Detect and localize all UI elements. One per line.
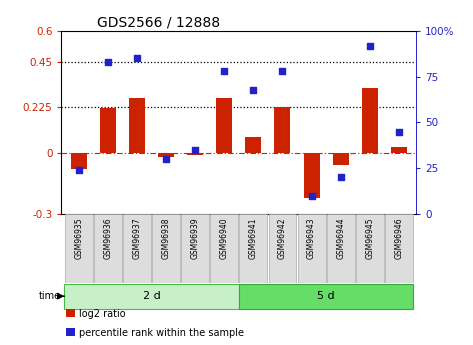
Text: 5 d: 5 d xyxy=(317,291,335,301)
Bar xyxy=(239,284,413,309)
Bar xyxy=(362,88,378,153)
Bar xyxy=(64,284,239,309)
Text: GSM96945: GSM96945 xyxy=(365,217,374,259)
Point xyxy=(162,156,170,162)
Text: GSM96937: GSM96937 xyxy=(132,217,141,259)
Bar xyxy=(356,214,384,283)
Bar xyxy=(216,98,232,153)
Bar xyxy=(269,214,297,283)
Bar xyxy=(129,98,145,153)
Text: GSM96941: GSM96941 xyxy=(249,217,258,259)
Text: time: time xyxy=(39,291,61,301)
Point xyxy=(250,87,257,92)
Bar xyxy=(123,214,151,283)
Text: GDS2566 / 12888: GDS2566 / 12888 xyxy=(97,16,220,30)
Text: GSM96935: GSM96935 xyxy=(74,217,83,259)
Bar xyxy=(181,214,209,283)
Bar xyxy=(298,214,325,283)
Bar xyxy=(158,153,174,157)
Bar xyxy=(94,214,122,283)
Bar xyxy=(71,153,87,169)
Bar xyxy=(333,153,349,165)
Bar xyxy=(187,153,203,155)
Text: GSM96942: GSM96942 xyxy=(278,217,287,259)
Bar xyxy=(152,214,180,283)
Bar xyxy=(65,214,93,283)
Text: GSM96946: GSM96946 xyxy=(394,217,403,259)
Bar xyxy=(274,107,290,153)
Point xyxy=(133,56,141,61)
Point xyxy=(75,167,83,173)
Text: GSM96939: GSM96939 xyxy=(191,217,200,259)
Point xyxy=(337,175,344,180)
Point xyxy=(192,147,199,153)
Bar xyxy=(100,108,116,153)
Text: GSM96940: GSM96940 xyxy=(220,217,229,259)
Text: GSM96938: GSM96938 xyxy=(162,217,171,259)
Point xyxy=(395,129,403,135)
Text: GSM96936: GSM96936 xyxy=(104,217,113,259)
Point xyxy=(279,69,286,74)
Bar xyxy=(210,214,238,283)
Bar xyxy=(327,214,355,283)
Point xyxy=(366,43,374,48)
Text: log2 ratio: log2 ratio xyxy=(79,309,126,319)
Point xyxy=(104,59,112,65)
Bar xyxy=(304,153,320,198)
Point xyxy=(308,193,315,198)
Bar xyxy=(239,214,267,283)
Bar xyxy=(245,137,262,153)
Point xyxy=(220,69,228,74)
Text: 2 d: 2 d xyxy=(143,291,160,301)
Text: percentile rank within the sample: percentile rank within the sample xyxy=(79,328,245,338)
Text: GSM96943: GSM96943 xyxy=(307,217,316,259)
Text: GSM96944: GSM96944 xyxy=(336,217,345,259)
Bar xyxy=(385,214,413,283)
Bar xyxy=(391,147,407,153)
